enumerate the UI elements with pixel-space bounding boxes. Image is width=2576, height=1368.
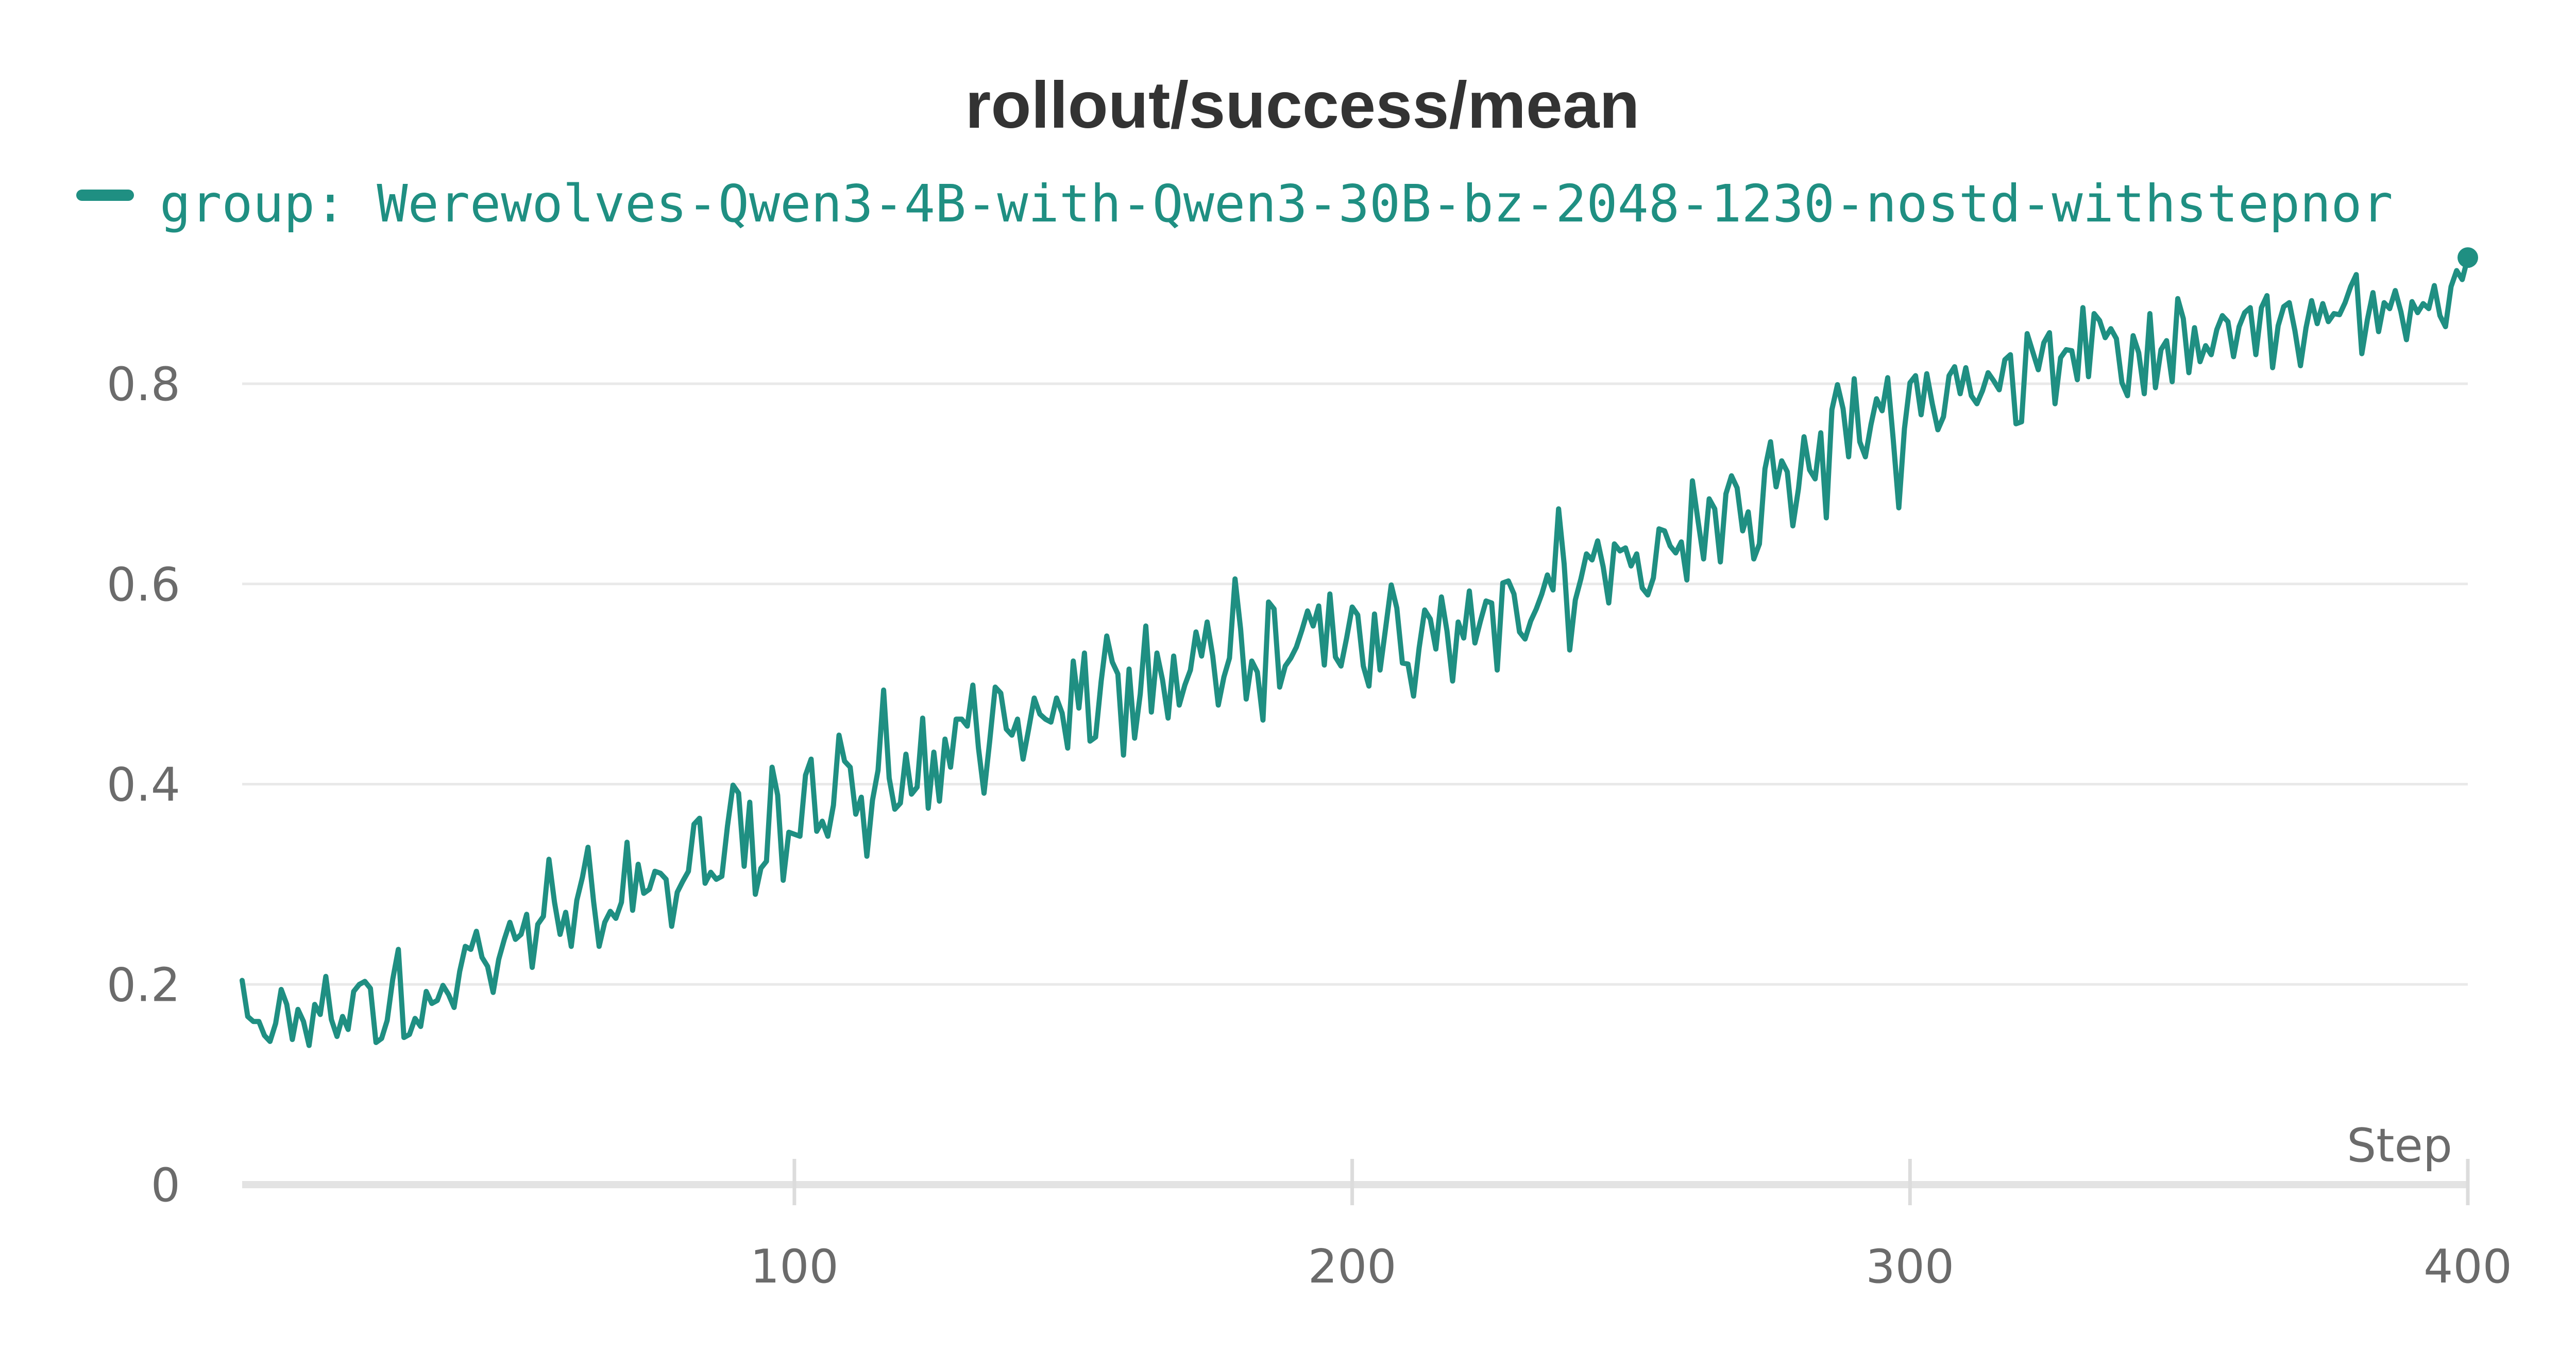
x-tick-label: 300 [1866, 1240, 1954, 1294]
chart-title: rollout/success/mean [965, 69, 1640, 142]
y-tick-label: 0.8 [107, 357, 180, 412]
grid-lines [242, 382, 2468, 986]
y-tick-label: 0.6 [107, 558, 180, 612]
legend-line-icon [76, 190, 134, 201]
series-end-point[interactable] [2458, 247, 2478, 268]
y-tick-label: 0.4 [107, 758, 180, 812]
x-tick-label: 400 [2424, 1240, 2512, 1294]
series-group[interactable] [240, 247, 2478, 1048]
x-axis-label: Step [2347, 1119, 2452, 1173]
legend-entry-label: group: Werewolves-Qwen3-4B-with-Qwen3-30… [160, 174, 2393, 234]
series-line[interactable] [240, 255, 2470, 1048]
x-tick-label: 200 [1308, 1240, 1397, 1294]
x-tick-label: 100 [750, 1240, 839, 1294]
legend[interactable]: group: Werewolves-Qwen3-4B-with-Qwen3-30… [76, 174, 2393, 234]
y-tick-label: 0.2 [107, 958, 180, 1012]
y-tick-label: 0 [151, 1158, 180, 1212]
x-axis-ticks: 100 200 300 400 [750, 1159, 2512, 1294]
y-axis-ticks: 0 0.2 0.4 0.6 0.8 [107, 357, 180, 1212]
